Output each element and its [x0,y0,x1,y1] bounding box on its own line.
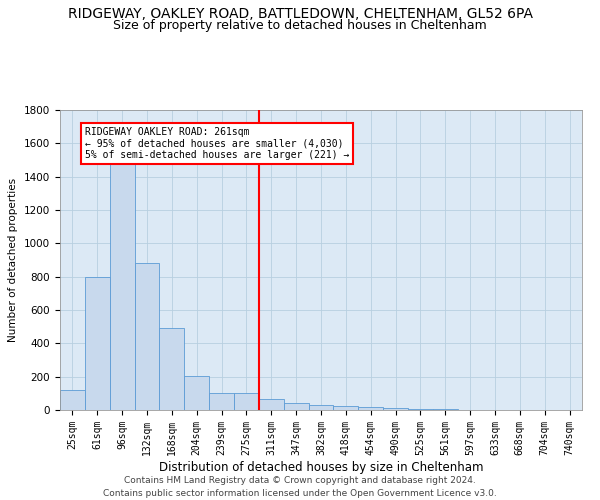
Bar [334,406,358,410]
Text: Size of property relative to detached houses in Cheltenham: Size of property relative to detached ho… [113,18,487,32]
Bar [234,394,259,410]
Bar [408,409,433,410]
Bar [60,390,85,410]
Bar [259,399,284,410]
Bar [134,264,160,410]
Bar [308,406,334,410]
Bar [284,404,308,410]
Bar [160,328,184,410]
Bar [184,376,209,410]
Text: Contains HM Land Registry data © Crown copyright and database right 2024.
Contai: Contains HM Land Registry data © Crown c… [103,476,497,498]
Bar [85,276,110,410]
Bar [358,406,383,410]
Text: RIDGEWAY, OAKLEY ROAD, BATTLEDOWN, CHELTENHAM, GL52 6PA: RIDGEWAY, OAKLEY ROAD, BATTLEDOWN, CHELT… [67,8,533,22]
Bar [110,156,134,410]
Text: RIDGEWAY OAKLEY ROAD: 261sqm
← 95% of detached houses are smaller (4,030)
5% of : RIDGEWAY OAKLEY ROAD: 261sqm ← 95% of de… [85,126,349,160]
Bar [209,394,234,410]
Y-axis label: Number of detached properties: Number of detached properties [8,178,19,342]
X-axis label: Distribution of detached houses by size in Cheltenham: Distribution of detached houses by size … [159,460,483,473]
Bar [383,408,408,410]
